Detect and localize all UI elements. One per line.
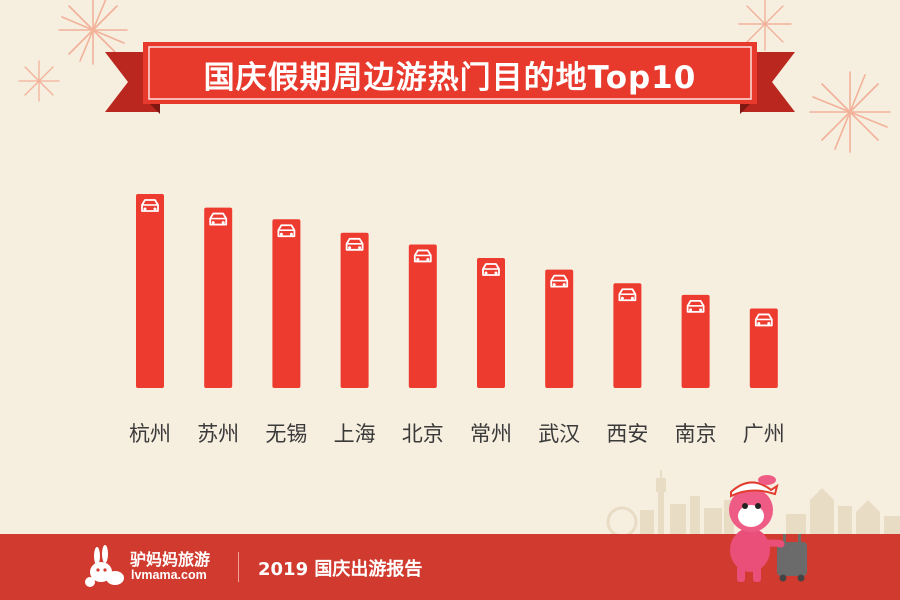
car-icon (686, 299, 705, 313)
bar-南京 (681, 294, 710, 388)
car-icon (141, 199, 159, 212)
bar-北京 (408, 244, 437, 388)
rabbit-logo-icon (85, 545, 124, 587)
x-tick-label: 北京 (402, 422, 444, 446)
x-tick-label: 常州 (470, 422, 512, 446)
bar-西安 (613, 283, 642, 388)
car-icon (754, 313, 773, 327)
firework-left-top (58, 0, 128, 65)
logo-name: 驴妈妈旅游 (130, 550, 211, 569)
footer-divider (238, 552, 239, 582)
bar-常州 (477, 258, 505, 388)
car-icon (550, 274, 569, 288)
car-icon (345, 237, 364, 251)
x-tick-label: 苏州 (197, 422, 239, 446)
x-tick-label: 杭州 (129, 422, 171, 446)
bar-杭州 (136, 194, 164, 388)
chart-title: 国庆假期周边游热门目的地Top10 (203, 59, 697, 96)
x-tick-label: 无锡 (265, 422, 307, 446)
x-tick-label: 西安 (606, 422, 648, 446)
bar-上海 (340, 232, 369, 388)
x-tick-label: 南京 (675, 422, 717, 446)
firework-left-small (18, 60, 60, 102)
bar-chart: 杭州 苏州 无锡 上海 北京 常州 武汉 西安 南京 广州 (129, 194, 785, 446)
car-icon (277, 224, 296, 238)
car-icon (482, 263, 500, 276)
logo-url: lvmama.com (131, 568, 207, 582)
x-tick-label: 广州 (743, 422, 785, 446)
car-icon (209, 212, 228, 226)
title-banner (105, 42, 795, 114)
bar-苏州 (204, 207, 233, 388)
city-skyline-illustration (606, 470, 900, 540)
car-icon (413, 249, 432, 263)
x-tick-label: 武汉 (538, 422, 580, 446)
report-title: 2019 国庆出游报告 (258, 559, 423, 580)
bar-无锡 (272, 219, 301, 388)
mascot-illustration (729, 475, 807, 582)
firework-right-mid (809, 71, 891, 153)
x-tick-label: 上海 (334, 422, 376, 446)
bar-广州 (749, 308, 778, 388)
car-icon (618, 288, 637, 302)
bar-武汉 (545, 269, 574, 388)
firework-right-top (738, 0, 792, 51)
